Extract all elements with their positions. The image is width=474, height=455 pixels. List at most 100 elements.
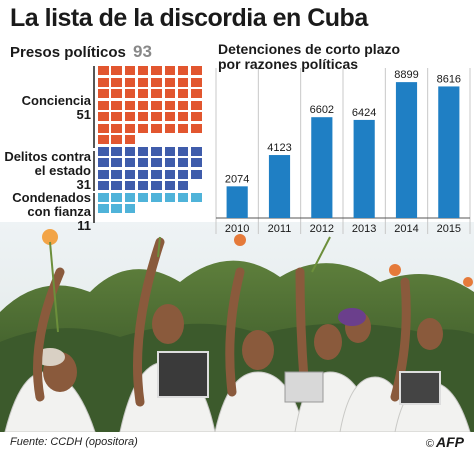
prisoner-square	[98, 100, 109, 110]
prisoner-square	[111, 123, 122, 133]
prisoner-square	[98, 66, 109, 75]
bracket-delitos	[93, 151, 95, 191]
category-label-delitos: Delitos contra el estado 31	[4, 150, 91, 192]
category-label-conciencia: Conciencia 51	[22, 94, 91, 122]
prisoner-square	[98, 123, 109, 133]
prisoner-square	[151, 112, 162, 121]
prisoner-square	[98, 112, 109, 121]
prisoner-waffle	[98, 66, 208, 236]
prisoner-square	[191, 158, 202, 167]
prisoner-square	[98, 135, 109, 144]
prisoner-square	[151, 77, 162, 87]
prisoner-square	[137, 66, 149, 75]
prisoner-square	[111, 158, 122, 167]
afp-logo-text: AFP	[436, 434, 464, 450]
prisoner-square	[111, 192, 122, 202]
prisoner-square	[191, 146, 202, 156]
prisoner-square	[191, 89, 202, 98]
prisoner-square	[164, 192, 175, 202]
prisoner-square	[98, 146, 109, 156]
political-prisoners-panel: Presos políticos 93 Conciencia 51 Delito…	[0, 40, 210, 240]
detentions-chart: 2074 2010 4123 2011 6602 2012 6424 2013 8899 2014…	[212, 40, 474, 240]
prisoner-square	[177, 112, 189, 121]
prisoner-square	[177, 181, 189, 190]
prisoner-square	[111, 77, 122, 87]
prisoner-square	[164, 123, 175, 133]
prisoner-square	[111, 146, 122, 156]
prisoner-square	[98, 77, 109, 87]
x-tick-label: 2012	[310, 223, 334, 235]
bar-value-label: 6602	[310, 104, 334, 116]
protest-photo	[0, 222, 474, 432]
prisoner-square	[124, 192, 136, 202]
afp-credit: © AFP	[426, 434, 464, 450]
bracket-fianza	[93, 193, 95, 223]
prisoner-square	[191, 169, 202, 179]
bar-value-label: 6424	[352, 107, 376, 119]
prisoner-square	[98, 169, 109, 179]
prisoner-square	[137, 77, 149, 87]
prisoner-square	[164, 77, 175, 87]
prisoner-square	[151, 192, 162, 202]
prisoner-square	[164, 66, 175, 75]
category-count: 11	[77, 218, 91, 233]
prisoner-square	[151, 100, 162, 110]
prisoner-square	[177, 192, 189, 202]
prisoner-square	[151, 181, 162, 190]
bar-value-label: 8899	[394, 69, 418, 81]
prisoner-square	[111, 112, 122, 121]
bar-value-label: 8616	[437, 73, 461, 85]
category-name-line: Conciencia	[21, 93, 91, 108]
prisoner-square	[124, 123, 136, 133]
prisoner-square	[151, 169, 162, 179]
prisoner-square	[124, 204, 136, 213]
prisoner-square	[151, 158, 162, 167]
category-name-line: Delitos contra	[4, 149, 91, 164]
prisoner-square	[191, 66, 202, 75]
prisoner-square	[164, 158, 175, 167]
bar-value-label: 4123	[267, 142, 291, 154]
prisoner-square	[124, 158, 136, 167]
political-prisoners-total: 93	[133, 42, 152, 61]
prisoner-square	[177, 89, 189, 98]
prisoner-square	[124, 181, 136, 190]
political-prisoners-label: Presos políticos	[10, 44, 126, 61]
bracket-conciencia	[93, 66, 95, 148]
prisoner-square	[124, 89, 136, 98]
prisoner-square	[111, 181, 122, 190]
prisoner-square	[111, 66, 122, 75]
bar	[395, 82, 418, 218]
prisoner-square	[124, 146, 136, 156]
prisoner-square	[137, 192, 149, 202]
category-count: 51	[76, 107, 91, 122]
x-tick-label: 2014	[394, 223, 418, 235]
prisoner-square	[137, 89, 149, 98]
prisoner-square	[177, 123, 189, 133]
category-label-fianza: Condenados con fianza 11	[12, 191, 91, 233]
bar	[311, 117, 333, 218]
prisoner-square	[98, 192, 109, 202]
prisoner-square	[98, 204, 109, 213]
prisoner-square	[164, 100, 175, 110]
category-name-line: Condenados	[12, 190, 91, 205]
prisoner-square	[191, 77, 202, 87]
prisoner-square	[164, 112, 175, 121]
prisoner-square	[111, 89, 122, 98]
prisoner-square	[124, 100, 136, 110]
copyright-symbol: ©	[425, 438, 434, 450]
prisoner-square	[164, 89, 175, 98]
x-tick-label: 2013	[352, 223, 376, 235]
prisoner-square	[151, 89, 162, 98]
prisoner-square	[191, 112, 202, 121]
prisoner-square	[177, 66, 189, 75]
x-tick-label: 2011	[268, 223, 292, 235]
prisoner-square	[137, 181, 149, 190]
chart-title: Detenciones de corto plazo por razones p…	[218, 41, 401, 72]
prisoner-square	[124, 112, 136, 121]
bar	[353, 119, 375, 218]
bar	[226, 186, 248, 218]
source-note: Fuente: CCDH (opositora)	[10, 436, 138, 448]
detentions-chart-svg: 2074 2010 4123 2011 6602 2012 6424 2013 8899 2014…	[215, 68, 471, 235]
prisoner-square	[137, 158, 149, 167]
